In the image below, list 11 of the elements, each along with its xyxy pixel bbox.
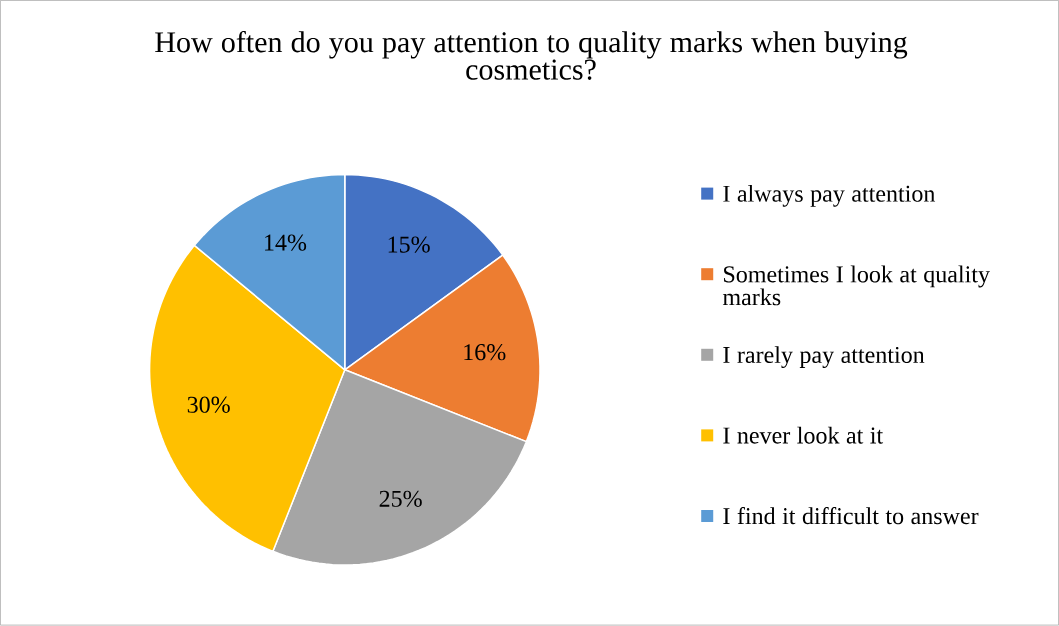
- legend-label: I find it difficult to answer: [723, 507, 979, 525]
- legend-label: I rarely pay attention: [723, 346, 925, 369]
- data-label: 15%: [388, 236, 430, 253]
- legend-label: Sometimes I look at quality marks: [722, 265, 990, 306]
- data-label: 25%: [379, 490, 422, 508]
- data-label: 30%: [187, 396, 230, 414]
- legend-label: I always pay attention: [723, 185, 936, 208]
- chart-title: How often do you pay attention to quality marks when buying cosmetics?: [155, 31, 908, 81]
- data-label: 14%: [265, 234, 307, 252]
- legend-label: I never look at it: [723, 426, 884, 444]
- data-label: 16%: [464, 344, 506, 361]
